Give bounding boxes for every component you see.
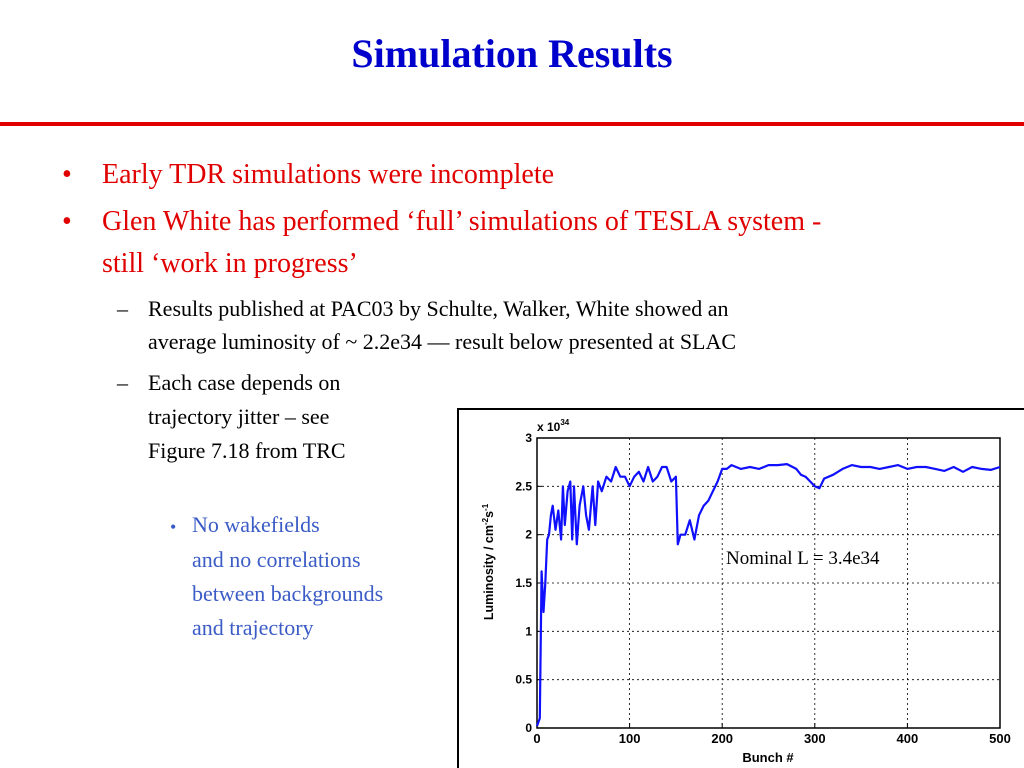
x-tick-label: 100 (619, 731, 641, 746)
sub-bullet-2-line-3: Figure 7.18 from TRC (148, 438, 346, 463)
y-tick-label: 2 (525, 528, 532, 542)
x-tick-label: 300 (804, 731, 826, 746)
bullet-marker: • (170, 517, 177, 537)
sub-bullet-1-line-2: average luminosity of ~ 2.2e34 — result … (148, 329, 737, 354)
grid-lines (537, 438, 1000, 728)
dash-marker: – (117, 296, 128, 321)
x-tick-label: 0 (533, 731, 540, 746)
sub-sub-bullet-line-1: No wakefields (192, 512, 320, 537)
sub-bullet-2-line-1: Each case depends on (148, 370, 341, 395)
y-multiplier: x 1034 (537, 418, 570, 434)
sub-sub-bullet-line-4: and trajectory (192, 615, 314, 640)
luminosity-series-line (535, 463, 1001, 727)
bullet-2-line-2: still ‘work in progress’ (102, 248, 358, 279)
y-axis-label: Luminosity / cm-2s-1 (481, 503, 496, 620)
bullet-1: Early TDR simulations were incomplete (102, 159, 555, 190)
luminosity-chart: 0 100 200 300 400 500 0 0.5 1 1.5 2 2.5 3 x 1034 Lum… (481, 418, 1011, 765)
y-tick-label: 0.5 (515, 673, 532, 687)
y-tick-label: 1 (525, 624, 532, 638)
title-divider (0, 122, 1024, 126)
nominal-annotation: Nominal L = 3.4e34 (726, 548, 880, 569)
x-tick-label: 400 (897, 731, 919, 746)
y-tick-label: 3 (525, 431, 532, 445)
slide-title: Simulation Results (351, 31, 673, 76)
dash-marker: – (117, 370, 128, 395)
sub-bullet-2-line-2: trajectory jitter – see (148, 404, 330, 429)
x-axis-label: Bunch # (742, 750, 794, 765)
sub-sub-bullet-line-2: and no correlations (192, 547, 361, 572)
y-tick-label: 0 (525, 721, 532, 735)
axis-ticks: 0 100 200 300 400 500 0 0.5 1 1.5 2 2.5 3 (515, 431, 1011, 746)
bullet-marker: • (62, 159, 72, 190)
y-tick-label: 1.5 (515, 576, 532, 590)
bullet-marker: • (62, 206, 72, 237)
sub-bullet-1-line-1: Results published at PAC03 by Schulte, W… (148, 296, 729, 321)
sub-sub-bullet-line-3: between backgrounds (192, 581, 384, 606)
x-tick-label: 500 (989, 731, 1011, 746)
x-tick-label: 200 (711, 731, 733, 746)
chart-frame: 0 100 200 300 400 500 0 0.5 1 1.5 2 2.5 3 x 1034 Lum… (457, 408, 1024, 768)
bullet-2-line-1: Glen White has performed ‘full’ simulati… (102, 206, 822, 237)
y-tick-label: 2.5 (515, 479, 532, 493)
